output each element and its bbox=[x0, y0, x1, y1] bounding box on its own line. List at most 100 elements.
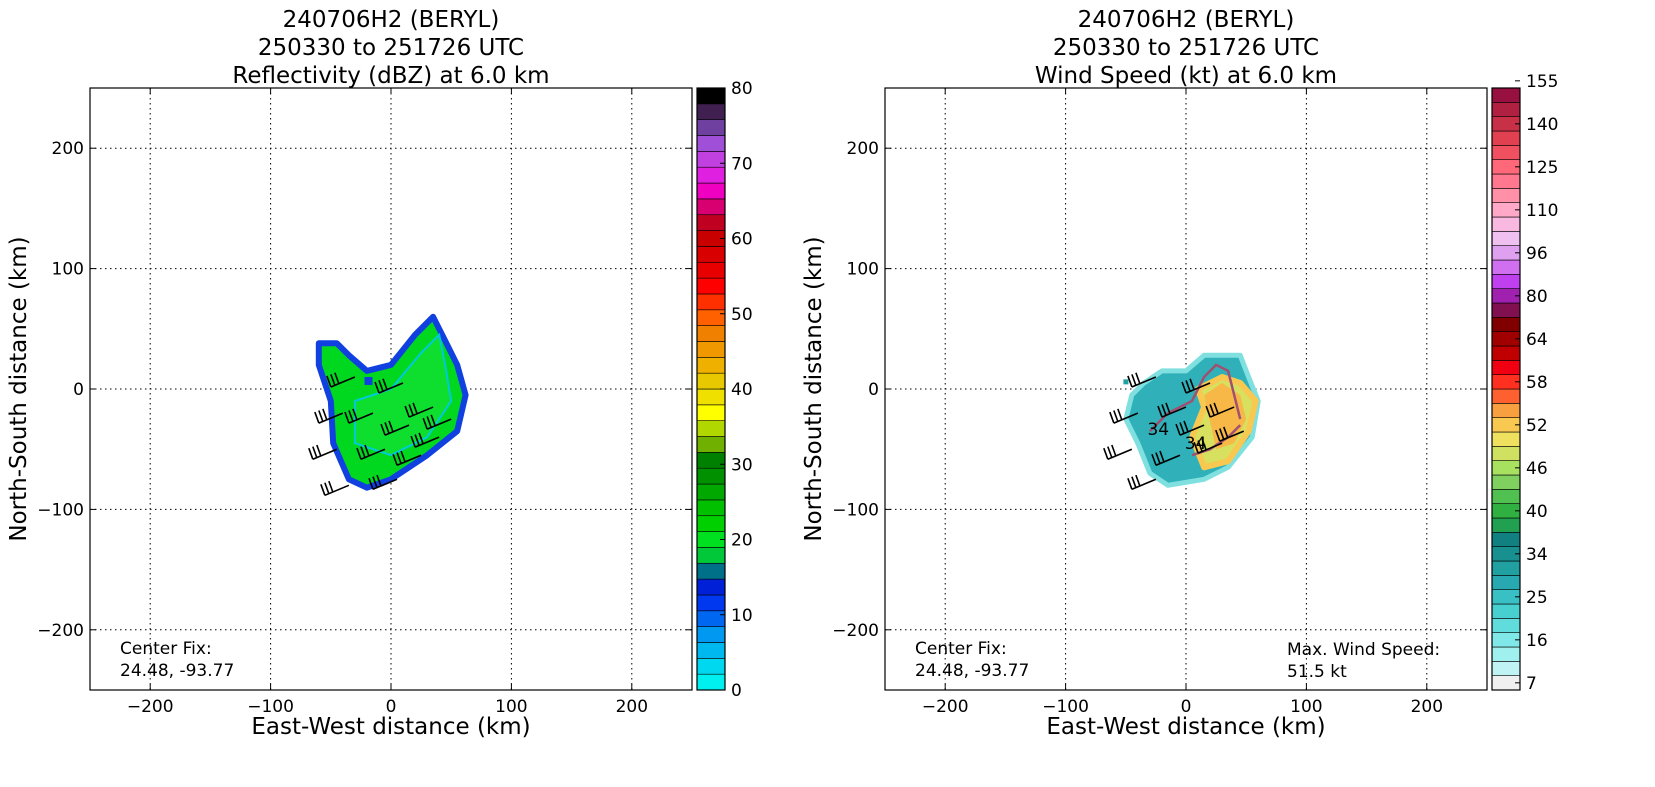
colorbar-segment bbox=[1491, 661, 1521, 676]
y-tick-label: −200 bbox=[37, 621, 84, 641]
colorbar-tick-label: 52 bbox=[1526, 416, 1548, 436]
colorbar-segment bbox=[696, 372, 726, 390]
colorbar-segment bbox=[696, 277, 726, 295]
colorbar-segment bbox=[1491, 403, 1521, 418]
colorbar-segment bbox=[696, 103, 726, 120]
wind-barb bbox=[404, 402, 434, 418]
colorbar-tick-label: 64 bbox=[1526, 330, 1548, 350]
colorbar-tick-label: 10 bbox=[731, 606, 753, 626]
wind-barb-flag bbox=[1135, 372, 1141, 385]
colorbar-segment bbox=[696, 436, 726, 453]
wind-barb-flag bbox=[1131, 476, 1137, 488]
wind-barb bbox=[1151, 450, 1181, 466]
y-tick-label: 0 bbox=[868, 380, 879, 400]
colorbar-tick-label: 70 bbox=[731, 154, 753, 174]
colorbar-tick-label: 7 bbox=[1526, 674, 1537, 694]
wind-barb-flag bbox=[364, 444, 370, 457]
wind-barb bbox=[320, 480, 350, 497]
x-tick-label: 100 bbox=[495, 697, 527, 717]
wind-barb bbox=[380, 420, 410, 436]
wind-speed-fragment bbox=[1123, 379, 1129, 385]
wind-barb-flag bbox=[1155, 452, 1161, 464]
wind-barb bbox=[1175, 420, 1205, 436]
colorbar-segment bbox=[696, 261, 726, 279]
wind-barb-flag bbox=[392, 453, 398, 466]
colorbar-segment bbox=[696, 594, 726, 612]
colorbar-segment bbox=[696, 483, 726, 501]
wind-barb-flag bbox=[1157, 405, 1163, 418]
colorbar-segment bbox=[1491, 87, 1521, 103]
wind-barb-flag bbox=[408, 404, 414, 416]
wind-barb-flag bbox=[412, 402, 418, 415]
wind-barb-flag bbox=[368, 478, 374, 490]
panel-1-title-line-1: 240706H2 (BERYL) bbox=[282, 7, 500, 33]
colorbar-segment bbox=[696, 610, 726, 627]
colorbar-segment bbox=[696, 388, 726, 406]
colorbar-segment bbox=[1491, 618, 1521, 633]
colorbar-segment bbox=[696, 214, 726, 231]
wind-barb-flag bbox=[316, 444, 322, 457]
colorbar-tick-label: 96 bbox=[1526, 244, 1548, 264]
wind-barb-flag bbox=[1215, 429, 1221, 442]
wind-barb-flag bbox=[410, 435, 416, 448]
colorbar-segment bbox=[696, 467, 726, 485]
colorbar-segment bbox=[1491, 345, 1521, 361]
colorbar-segment bbox=[696, 151, 726, 168]
colorbar-segment bbox=[1491, 302, 1521, 318]
panel-2-title-line-2: 250330 to 251726 UTC bbox=[1052, 35, 1320, 61]
colorbar-tick-label: 0 bbox=[731, 681, 742, 701]
wind-barb-flag bbox=[1209, 404, 1215, 416]
colorbar-tick-label: 50 bbox=[731, 305, 753, 325]
wind-barb-flag bbox=[1189, 378, 1195, 391]
colorbar-tick-label: 40 bbox=[731, 380, 753, 400]
colorbar-segment bbox=[696, 673, 726, 691]
y-tick-label: 100 bbox=[52, 260, 84, 280]
colorbar-segment bbox=[1491, 102, 1521, 117]
wind-speed-chart: 3434−200−1000100200−200−1000100200716253… bbox=[801, 72, 1558, 740]
wind-barb-flag bbox=[328, 480, 334, 493]
wind-barb-flag bbox=[1107, 446, 1113, 458]
colorbar-segment bbox=[696, 452, 726, 469]
wind-barb-flag bbox=[1181, 381, 1187, 394]
panel-2-title: 240706H2 (BERYL) 250330 to 251726 UTC Wi… bbox=[885, 6, 1487, 90]
wind-barb-flag bbox=[308, 447, 314, 460]
wind-barb-flag bbox=[404, 405, 410, 418]
panel-1-y-axis-label: North-South distance (km) bbox=[6, 236, 32, 541]
colorbar-segment bbox=[1491, 560, 1521, 576]
x-tick-label: 0 bbox=[386, 697, 397, 717]
x-tick-label: 0 bbox=[1181, 697, 1192, 717]
colorbar-segment bbox=[1491, 216, 1521, 232]
x-tick-label: 100 bbox=[1290, 697, 1322, 717]
colorbar-segment bbox=[696, 309, 726, 326]
wind-barb bbox=[308, 444, 338, 460]
colorbar-segment bbox=[696, 119, 726, 136]
panel-1-title-line-3: Reflectivity (dBZ) at 6.0 km bbox=[232, 63, 550, 89]
wind-barb-flag bbox=[314, 411, 320, 424]
wind-barb-flag bbox=[1201, 438, 1207, 451]
y-tick-label: −200 bbox=[832, 621, 879, 641]
wind-barb-flag bbox=[1131, 374, 1137, 386]
wind-barb-flag bbox=[388, 420, 394, 433]
wind-barb-flag bbox=[1127, 375, 1133, 388]
wind-barb-flag bbox=[318, 410, 324, 422]
colorbar-segment bbox=[696, 642, 726, 659]
wind-barb-flag bbox=[344, 411, 350, 424]
colorbar-segment bbox=[696, 420, 726, 437]
contour-34kt bbox=[1149, 363, 1242, 432]
colorbar-tick-label: 155 bbox=[1526, 72, 1558, 92]
wind-barb-flag bbox=[372, 476, 378, 488]
wind-barb bbox=[1193, 438, 1223, 454]
colorbar-segment bbox=[1491, 188, 1521, 203]
y-tick-label: −100 bbox=[832, 500, 879, 520]
panel-2-center-fix-value: 24.48, -93.77 bbox=[915, 661, 1029, 681]
wind-barb-flag bbox=[322, 408, 328, 421]
colorbar-segment bbox=[696, 658, 726, 675]
wind-barb-flag bbox=[1165, 402, 1171, 415]
colorbar-segment bbox=[1491, 646, 1521, 662]
colorbar-tick-label: 25 bbox=[1526, 588, 1548, 608]
colorbar-segment bbox=[696, 626, 726, 643]
colorbar-segment bbox=[696, 547, 726, 564]
wind-barb-flag bbox=[1103, 447, 1109, 460]
wind-barb-flag bbox=[1127, 478, 1133, 490]
wind-barb-flag bbox=[1179, 422, 1185, 434]
